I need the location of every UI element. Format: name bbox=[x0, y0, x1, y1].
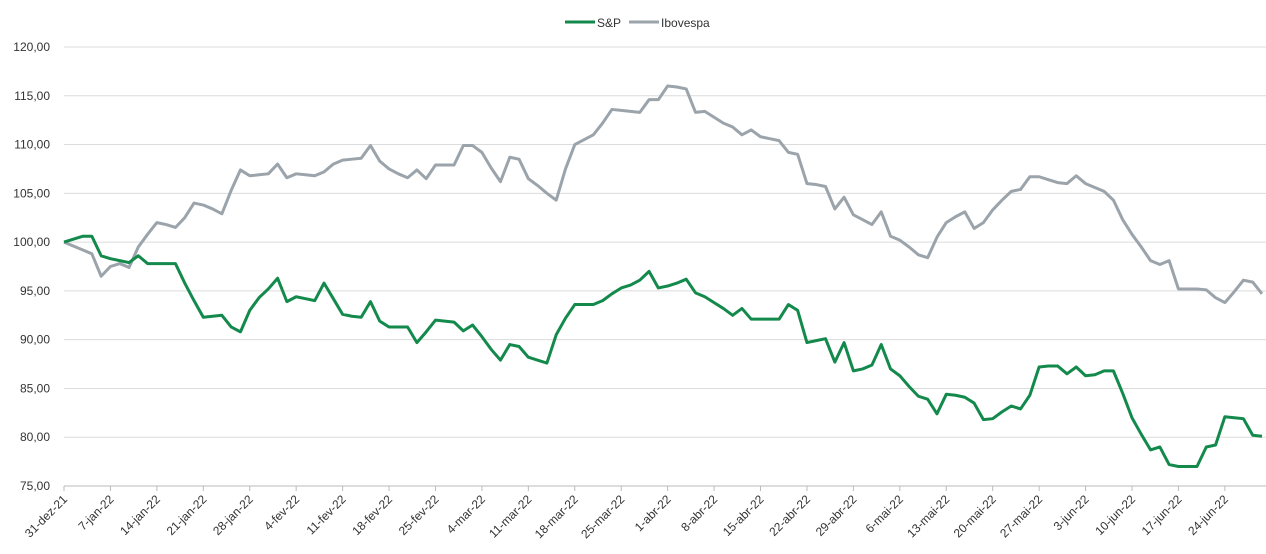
x-tick-label: 6-mai-22 bbox=[863, 492, 907, 536]
y-tick-label: 110,00 bbox=[14, 138, 50, 152]
x-tick-label: 3-jun-22 bbox=[1051, 492, 1092, 533]
x-tick-label: 28-jan-22 bbox=[210, 492, 256, 538]
y-tick-label: 90,00 bbox=[20, 333, 50, 347]
series-line bbox=[63, 84, 1264, 305]
y-tick-label: 95,00 bbox=[20, 284, 50, 298]
x-tick-label: 8-abr-22 bbox=[678, 492, 720, 534]
x-tick-label: 15-abr-22 bbox=[720, 492, 767, 539]
y-tick-label: 105,00 bbox=[13, 186, 50, 200]
x-tick-label: 22-abr-22 bbox=[766, 492, 813, 539]
x-tick-label: 7-jan-22 bbox=[76, 492, 117, 533]
x-tick-label: 13-mai-22 bbox=[904, 492, 952, 540]
legend-label: S&P bbox=[597, 16, 621, 30]
y-tick-label: 100,00 bbox=[13, 235, 50, 249]
y-tick-label: 115,00 bbox=[14, 89, 50, 103]
y-tick-label: 80,00 bbox=[20, 430, 50, 444]
y-tick-label: 75,00 bbox=[20, 479, 50, 493]
x-tick-label: 18-fev-22 bbox=[349, 492, 395, 538]
y-tick-label: 85,00 bbox=[20, 381, 50, 395]
series-line bbox=[63, 234, 1263, 468]
x-tick-label: 25-mar-22 bbox=[578, 492, 627, 541]
x-tick-label: 24-jun-22 bbox=[1185, 492, 1231, 538]
x-tick-label: 10-jun-22 bbox=[1092, 492, 1138, 538]
legend-label: Ibovespa bbox=[661, 16, 710, 30]
x-tick-label: 29-abr-22 bbox=[813, 492, 860, 539]
x-tick-label: 11-fev-22 bbox=[304, 492, 349, 537]
x-tick-label: 17-jun-22 bbox=[1139, 492, 1185, 538]
x-tick-label: 14-jan-22 bbox=[117, 492, 163, 538]
x-tick-label: 1-abr-22 bbox=[632, 492, 674, 534]
x-tick-label: 4-fev-22 bbox=[261, 492, 302, 533]
x-tick-label: 18-mar-22 bbox=[532, 492, 581, 541]
legend: S&P Ibovespa bbox=[565, 16, 710, 30]
x-tick-label: 27-mai-22 bbox=[997, 492, 1045, 540]
x-tick-label: 4-mar-22 bbox=[444, 492, 489, 537]
x-tick-label: 31-dez-21 bbox=[22, 492, 70, 540]
x-tick-label: 20-mai-22 bbox=[951, 492, 999, 540]
x-tick-label: 11-mar-22 bbox=[486, 492, 535, 541]
y-tick-label: 120,00 bbox=[13, 40, 50, 54]
x-tick-label: 21-jan-22 bbox=[164, 492, 210, 538]
x-tick-label: 25-fev-22 bbox=[396, 492, 442, 538]
